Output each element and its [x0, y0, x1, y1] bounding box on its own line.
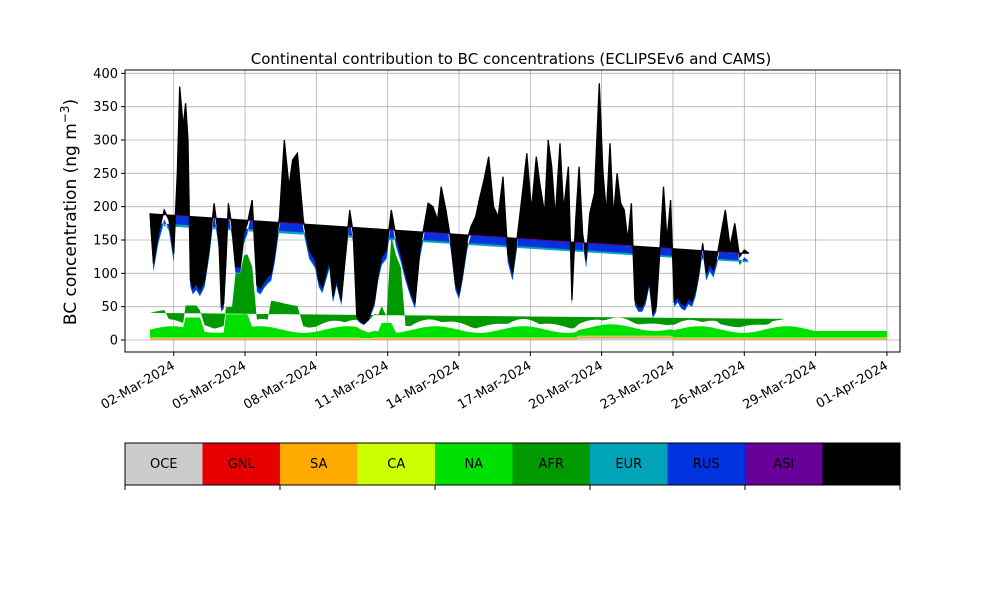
- legend-swatch-rus: [667, 443, 745, 485]
- legend-label: CA: [387, 457, 405, 472]
- y-axis-label-main: BC concentration (ng m: [61, 123, 81, 325]
- grid-lines: [125, 70, 900, 352]
- legend-label: OCE: [150, 457, 178, 472]
- legend-swatch-eur: [590, 443, 668, 485]
- y-tick-label: 400: [93, 67, 118, 82]
- legend-label: AUS: [848, 457, 875, 472]
- chart-title: Continental contribution to BC concentra…: [251, 50, 772, 68]
- x-tick-label: 20-Mar-2024: [527, 358, 606, 412]
- x-tick-label: 23-Mar-2024: [598, 358, 677, 412]
- legend-frame: [124, 442, 901, 486]
- stacked-areas: [149, 83, 887, 340]
- region-legend: OCE GNL SA CA NA AFR EUR RUS ASI AUS: [124, 442, 901, 490]
- y-axis-label-close: ): [61, 99, 81, 106]
- legend-label: GNL: [228, 457, 256, 472]
- legend-label: ASI: [773, 457, 794, 472]
- area-sa: [150, 336, 887, 340]
- x-tick-label: 29-Mar-2024: [740, 358, 819, 412]
- legend-swatch-oce: [125, 443, 203, 485]
- legend-label: RUS: [693, 457, 720, 472]
- y-tick-label: 0: [110, 334, 118, 349]
- y-tick-label: 100: [93, 267, 118, 282]
- x-tick-label: 02-Mar-2024: [99, 358, 178, 412]
- legend-label: AFR: [539, 457, 564, 472]
- area-aus: [150, 83, 749, 324]
- y-tick-label: 200: [93, 200, 118, 215]
- y-tick-label: 350: [93, 100, 118, 115]
- legend-swatch-aus: [822, 443, 900, 485]
- legend-swatch-na: [435, 443, 513, 485]
- y-axis-label-exponent: −3: [58, 105, 72, 123]
- area-gnl: [150, 337, 887, 340]
- y-tick-label: 250: [93, 167, 118, 182]
- legend-swatch-gnl: [202, 443, 280, 485]
- x-tick-label: 17-Mar-2024: [455, 358, 534, 412]
- legend-swatch-afr: [512, 443, 590, 485]
- x-tick-label: 26-Mar-2024: [669, 358, 748, 412]
- area-oce: [150, 337, 887, 340]
- y-tick-label: 300: [93, 134, 118, 149]
- x-tick-label: 01-Apr-2024: [814, 358, 891, 411]
- y-tick-label: 150: [93, 234, 118, 249]
- legend-label: NA: [464, 457, 483, 472]
- legend-swatch-asi: [745, 443, 823, 485]
- y-tick-label: 50: [101, 300, 118, 315]
- area-ca: [150, 335, 887, 339]
- x-tick-label: 14-Mar-2024: [384, 358, 463, 412]
- x-tick-label: 08-Mar-2024: [241, 358, 320, 412]
- legend-swatch-ca: [357, 443, 435, 485]
- y-axis-label: BC concentration (ng m−3): [58, 99, 81, 325]
- area-afr: [150, 236, 785, 329]
- legend-label: EUR: [615, 457, 642, 472]
- area-na: [150, 314, 887, 339]
- legend-label: SA: [310, 457, 327, 472]
- total-line: [149, 83, 750, 325]
- plot-frame: [124, 69, 901, 353]
- x-tick-label: 05-Mar-2024: [170, 358, 249, 412]
- legend-swatch-sa: [280, 443, 358, 485]
- x-tick-label: 11-Mar-2024: [313, 358, 392, 412]
